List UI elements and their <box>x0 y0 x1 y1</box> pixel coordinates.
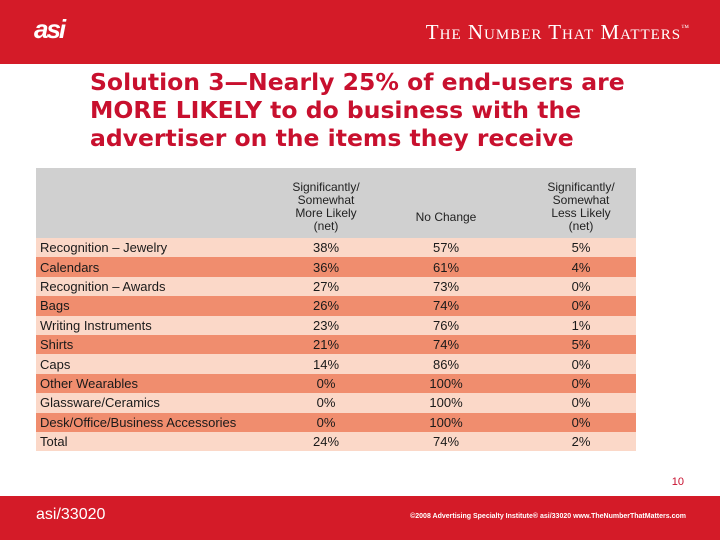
tagline-text: The Number That Matters <box>425 20 682 44</box>
header-more-line: (net) <box>313 219 339 233</box>
row-less-likely: 5% <box>571 337 591 353</box>
results-table-container: Significantly/ Somewhat More Likely (net… <box>36 168 636 452</box>
row-less-likely: 5% <box>571 240 591 256</box>
row-no-change: 74% <box>432 298 460 314</box>
table-row: Recognition – Awards 27% 73% 0% <box>36 276 636 297</box>
row-less-likely: 0% <box>571 298 591 314</box>
row-category: Bags <box>40 298 70 314</box>
row-less-likely: 1% <box>571 317 591 333</box>
header-less-line: Significantly/ <box>547 180 615 194</box>
table-row: Glassware/Ceramics 0% 100% 0% <box>36 393 636 413</box>
header-row: Significantly/ Somewhat More Likely (net… <box>36 168 636 238</box>
header-category <box>36 168 286 238</box>
row-category: Recognition – Jewelry <box>40 240 168 256</box>
row-more-likely: 14% <box>312 356 340 372</box>
row-less-likely: 0% <box>571 278 591 294</box>
tagline: The Number That Matters™ <box>426 20 690 45</box>
row-no-change: 100% <box>429 375 463 391</box>
row-category: Desk/Office/Business Accessories <box>40 414 237 430</box>
row-more-likely: 21% <box>312 337 340 353</box>
row-more-likely: 38% <box>312 240 340 256</box>
header-bar: asi The Number That Matters™ <box>0 0 720 64</box>
header-less-line: Less Likely <box>551 206 611 220</box>
header-more-line: More Likely <box>295 206 357 220</box>
slide-title: Solution 3—Nearly 25% of end-users are M… <box>90 68 625 152</box>
table-body: Recognition – Jewelry 38% 57% 5% Calenda… <box>36 238 636 452</box>
row-no-change: 86% <box>432 356 460 372</box>
footer-code: asi/33020 <box>36 506 106 523</box>
row-category: Writing Instruments <box>40 317 152 333</box>
footer-bar: asi/33020 ©2008 Advertising Specialty In… <box>0 496 720 540</box>
row-category: Recognition – Awards <box>40 278 166 294</box>
row-more-likely: 0% <box>316 375 336 391</box>
page-number: 10 <box>671 476 684 488</box>
row-no-change: 57% <box>432 240 460 256</box>
table-row: Recognition – Jewelry 38% 57% 5% <box>36 238 636 258</box>
row-less-likely: 0% <box>571 375 591 391</box>
table-row: Bags 26% 74% 0% <box>36 296 636 316</box>
table-row: Writing Instruments 23% 76% 1% <box>36 315 636 335</box>
row-no-change: 100% <box>429 414 463 430</box>
row-more-likely: 36% <box>312 259 340 275</box>
row-no-change: 100% <box>429 395 463 411</box>
row-category: Caps <box>40 356 71 372</box>
row-no-change: 61% <box>432 259 460 275</box>
row-less-likely: 0% <box>571 414 591 430</box>
row-more-likely: 26% <box>312 298 340 314</box>
row-category: Glassware/Ceramics <box>40 395 160 411</box>
row-category: Other Wearables <box>40 375 139 391</box>
trademark-mark: ™ <box>681 23 690 32</box>
table-row: Desk/Office/Business Accessories 0% 100%… <box>36 412 636 432</box>
footer-copyright: ©2008 Advertising Specialty Institute® a… <box>410 513 686 520</box>
row-no-change: 76% <box>432 317 460 333</box>
header-less-line: (net) <box>568 219 594 233</box>
table-row-total: Total 24% 74% 2% <box>36 431 636 452</box>
row-more-likely: 27% <box>312 278 340 294</box>
row-less-likely: 4% <box>571 259 591 275</box>
row-no-change: 74% <box>432 337 460 353</box>
row-no-change: 73% <box>432 278 460 294</box>
row-more-likely: 23% <box>312 317 340 333</box>
row-less-likely: 2% <box>571 434 591 450</box>
table-row: Shirts 21% 74% 5% <box>36 334 636 355</box>
table-row: Caps 14% 86% 0% <box>36 354 636 374</box>
row-more-likely: 24% <box>312 434 340 450</box>
row-category: Shirts <box>40 337 74 353</box>
header-more-line: Somewhat <box>297 193 355 207</box>
asi-logo: asi <box>34 14 66 44</box>
table-row: Calendars 36% 61% 4% <box>36 257 636 277</box>
row-less-likely: 0% <box>571 395 591 411</box>
row-no-change: 74% <box>432 434 460 450</box>
header-more-likely: Significantly/ Somewhat More Likely (net… <box>286 168 366 238</box>
header-less-line: Somewhat <box>552 193 610 207</box>
header-more-line: Significantly/ <box>292 180 360 194</box>
row-category: Calendars <box>40 259 100 275</box>
table-row: Other Wearables 0% 100% 0% <box>36 373 636 394</box>
row-category: Total <box>40 434 68 450</box>
header-no-change: No Change <box>415 210 477 224</box>
row-more-likely: 0% <box>316 395 336 411</box>
results-table: Significantly/ Somewhat More Likely (net… <box>36 168 636 452</box>
row-more-likely: 0% <box>316 414 336 430</box>
row-less-likely: 0% <box>571 356 591 372</box>
table-header: Significantly/ Somewhat More Likely (net… <box>36 168 636 238</box>
header-less-likely: Significantly/ Somewhat Less Likely (net… <box>526 168 636 238</box>
